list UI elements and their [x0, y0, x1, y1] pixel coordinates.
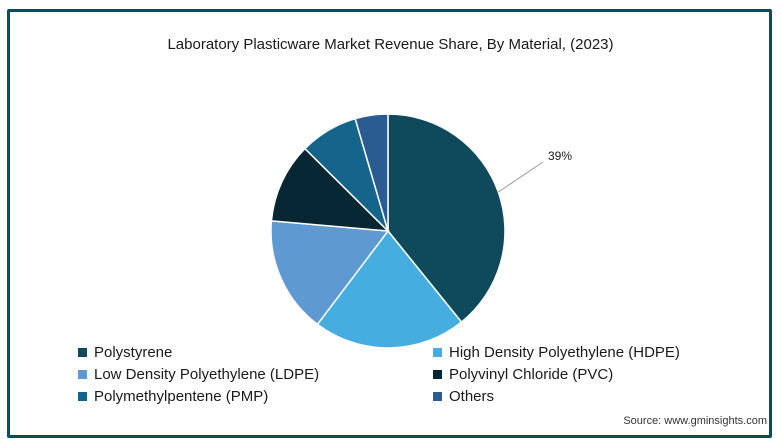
pie-slice: [316, 229, 463, 349]
legend-swatch: [78, 348, 87, 357]
legend: Polystyrene High Density Polyethylene (H…: [78, 343, 718, 406]
pie-slice: [270, 147, 390, 232]
legend-item: High Density Polyethylene (HDPE): [433, 343, 718, 362]
legend-label: High Density Polyethylene (HDPE): [449, 344, 680, 361]
chart-title: Laboratory Plasticware Market Revenue Sh…: [167, 36, 614, 53]
legend-swatch: [78, 370, 87, 379]
pie-slice: [270, 220, 390, 326]
legend-item: Polymethylpentene (PMP): [78, 387, 433, 406]
pie-slice: [387, 113, 506, 324]
pie-slice: [354, 113, 389, 232]
legend-swatch: [433, 370, 442, 379]
legend-label: Low Density Polyethylene (LDPE): [94, 366, 320, 383]
source-note: Source: www.gminsights.com: [623, 415, 767, 427]
legend-item: Polyvinyl Chloride (PVC): [433, 365, 718, 384]
data-label: 39%: [548, 149, 572, 163]
leader-line: [498, 161, 544, 193]
legend-item: Others: [433, 387, 718, 406]
legend-label: Others: [449, 388, 495, 405]
legend-swatch: [433, 348, 442, 357]
legend-item: Low Density Polyethylene (LDPE): [78, 365, 433, 384]
legend-label: Polyvinyl Chloride (PVC): [449, 366, 614, 383]
legend-label: Polymethylpentene (PMP): [94, 388, 269, 405]
legend-item: Polystyrene: [78, 343, 433, 362]
legend-label: Polystyrene: [94, 344, 173, 361]
legend-swatch: [78, 392, 87, 401]
legend-swatch: [433, 392, 442, 401]
